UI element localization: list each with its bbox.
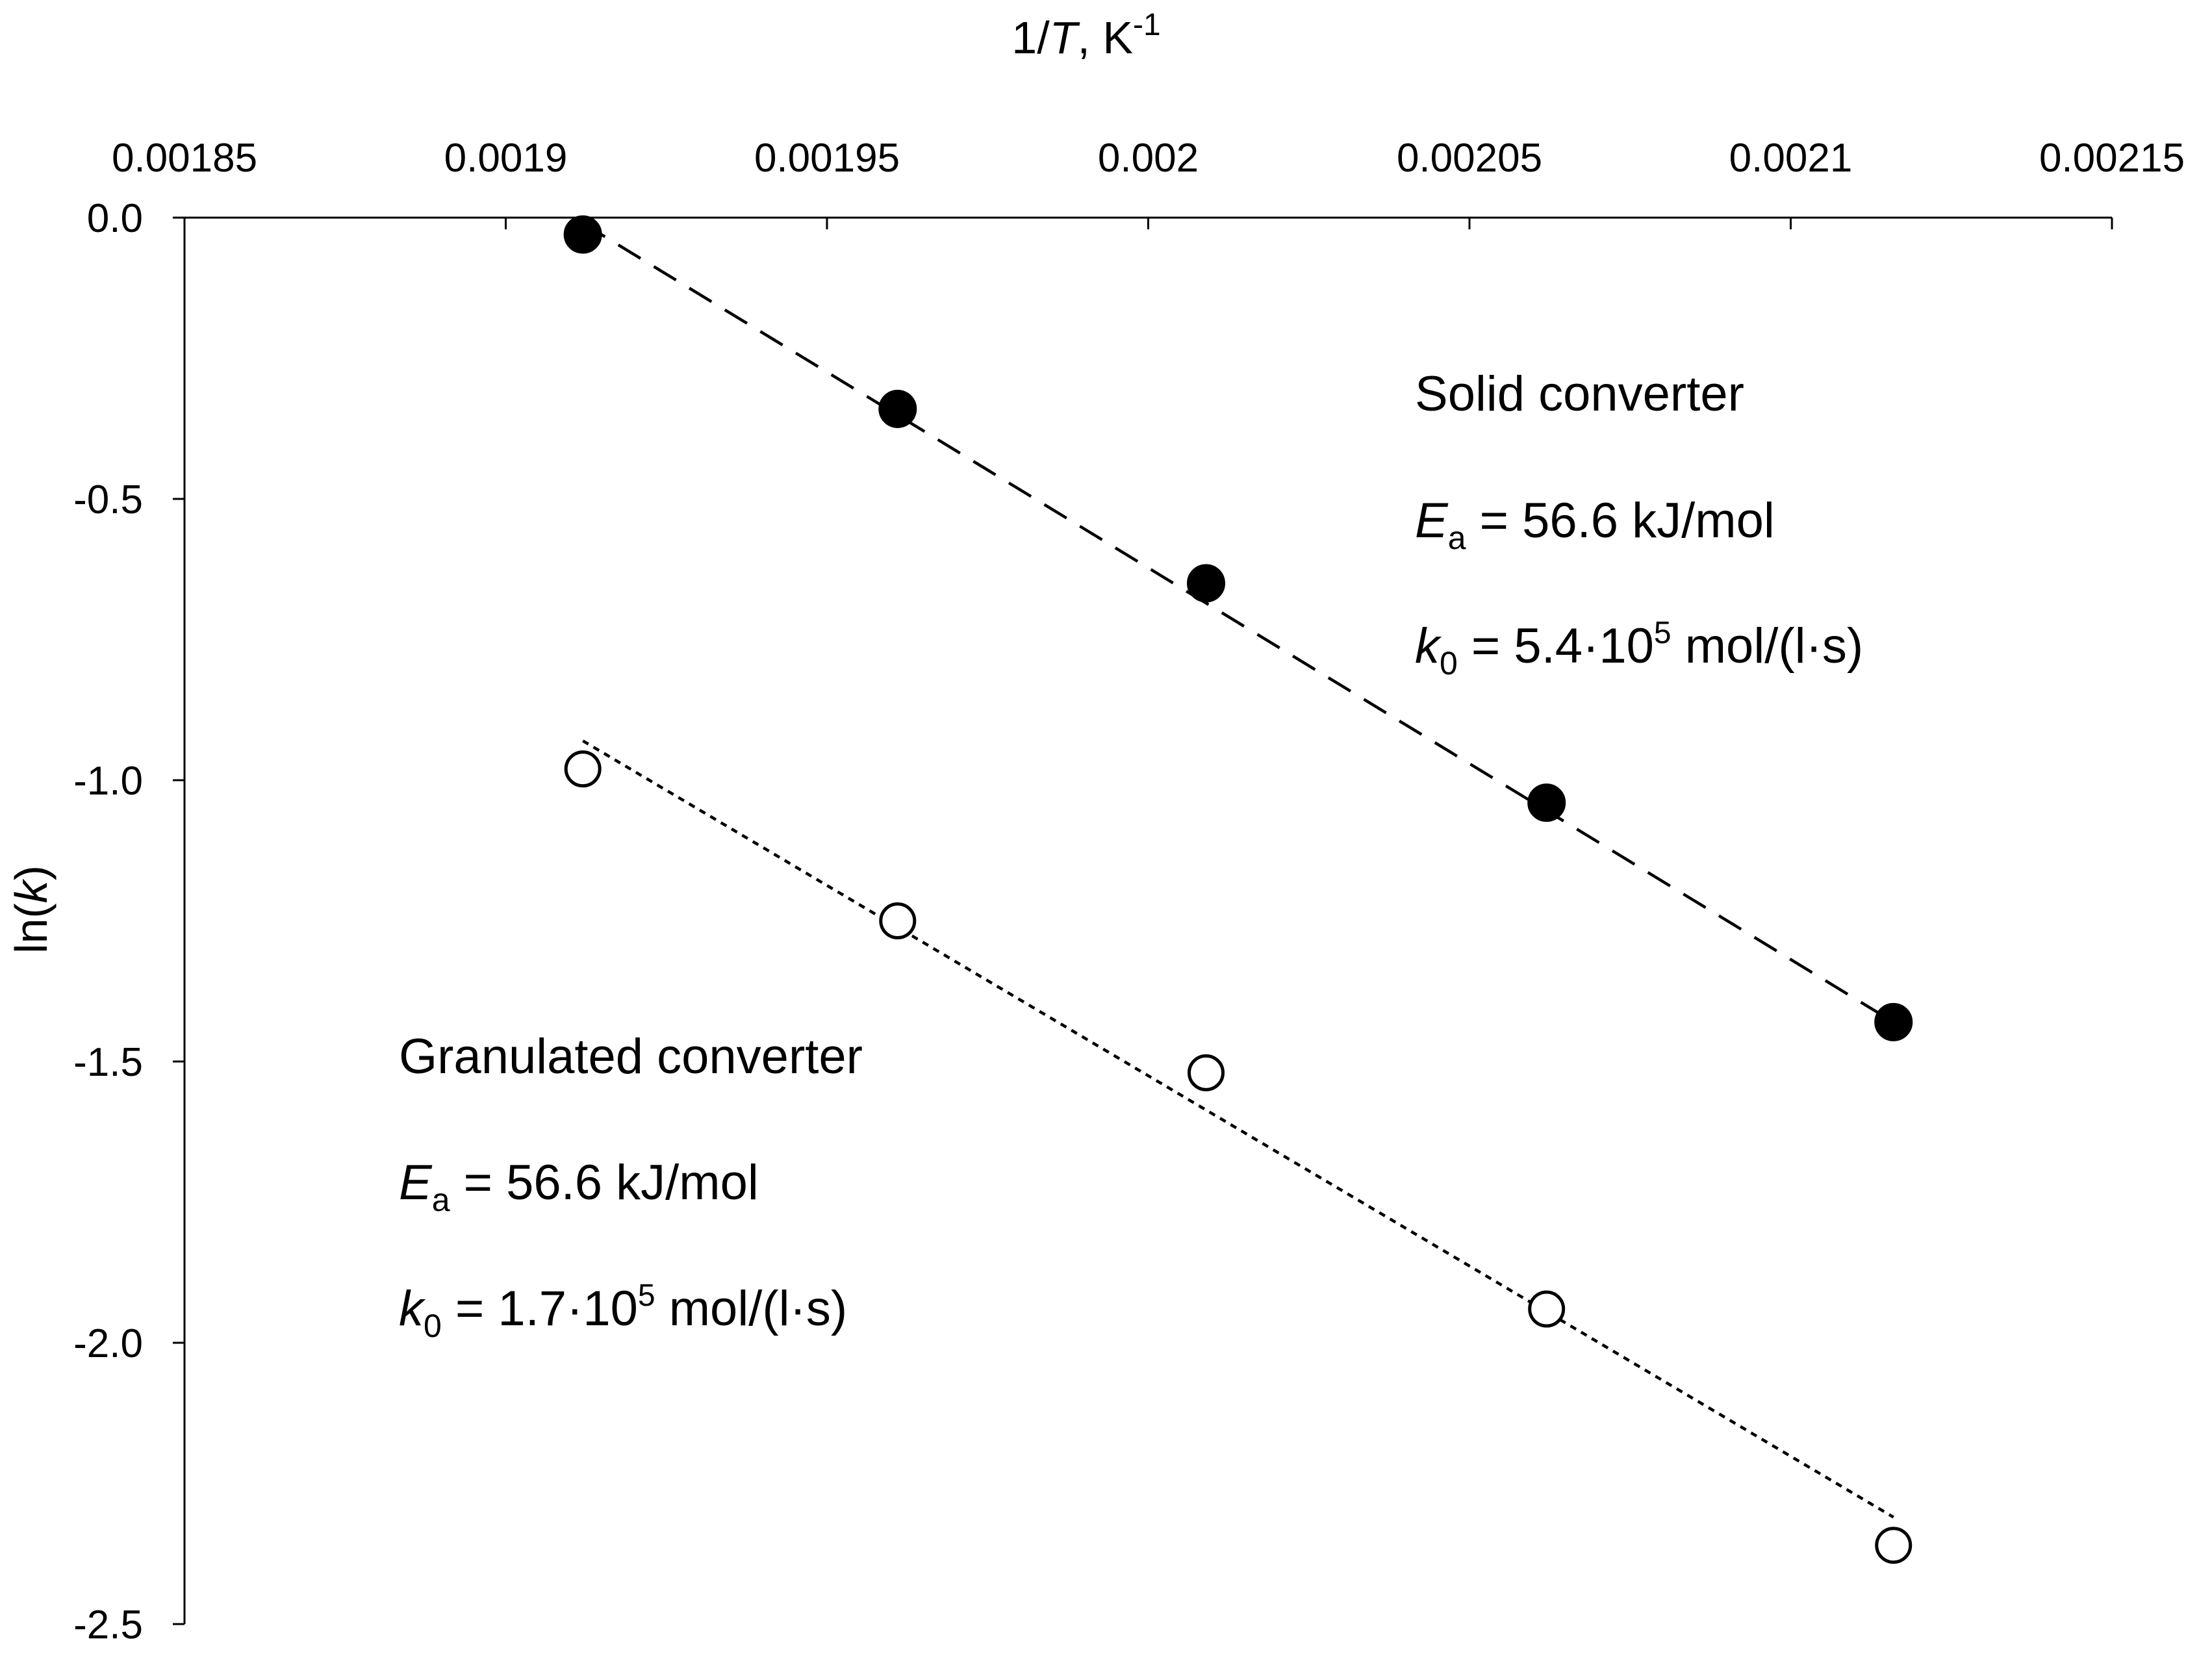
annotation-granulated-ea: Ea = 56.6 kJ/mol [399, 1155, 759, 1218]
x-tick-label: 0.00195 [754, 136, 900, 181]
data-point-series-1 [1527, 783, 1566, 822]
trendlines [582, 222, 1894, 1519]
x-tick-label: 0.002 [1098, 136, 1199, 181]
trendline-series-1 [582, 222, 1894, 1024]
y-tick-label: -0.5 [73, 477, 143, 522]
data-point-series-2 [1875, 1527, 1913, 1564]
annotation-granulated-title: Granulated converter [399, 1029, 863, 1084]
x-axis-title: 1/T, K-1 [1011, 8, 1160, 63]
x-tick-label: 0.00185 [112, 136, 257, 181]
x-tick-label: 0.0019 [444, 136, 568, 181]
data-markers [563, 215, 1913, 1564]
x-tick-label: 0.0021 [1729, 136, 1853, 181]
annotation-solid-converter: Solid converter Ea = 56.6 kJ/mol k0 = 5.… [1415, 366, 1863, 681]
data-point-series-1 [878, 389, 917, 428]
x-tick-label: 0.00215 [2039, 136, 2185, 181]
trendline-series-2 [582, 739, 1894, 1519]
annotation-solid-title: Solid converter [1415, 366, 1744, 422]
data-point-series-1 [1187, 564, 1226, 603]
data-point-series-1 [1874, 1002, 1913, 1041]
y-axis-title: ln(k) [6, 865, 57, 954]
x-tick-label: 0.00205 [1397, 136, 1542, 181]
y-axis-ticks: 0.0 -0.5 -1.0 -1.5 -2.0 -2.5 [73, 196, 184, 1647]
y-tick-label: 0.0 [87, 196, 143, 241]
y-tick-label: -2.0 [73, 1321, 143, 1366]
data-point-series-2 [1528, 1290, 1566, 1328]
annotation-solid-ea: Ea = 56.6 kJ/mol [1415, 493, 1775, 556]
data-point-series-2 [1188, 1054, 1225, 1091]
data-point-series-2 [564, 750, 602, 788]
x-axis-ticks: 0.00185 0.0019 0.00195 0.002 0.00205 0.0021 0.… [112, 136, 2185, 229]
y-tick-label: -2.5 [73, 1603, 143, 1647]
annotation-granulated-converter: Granulated converter Ea = 56.6 kJ/mol k0… [399, 1029, 863, 1344]
data-point-series-1 [563, 215, 602, 254]
y-tick-label: -1.5 [73, 1040, 143, 1085]
annotation-solid-k0: k0 = 5.4·105 mol/(l·s) [1415, 616, 1863, 681]
y-tick-label: -1.0 [73, 759, 143, 804]
data-point-series-2 [879, 902, 917, 939]
annotation-granulated-k0: k0 = 1.7·105 mol/(l·s) [399, 1278, 847, 1344]
